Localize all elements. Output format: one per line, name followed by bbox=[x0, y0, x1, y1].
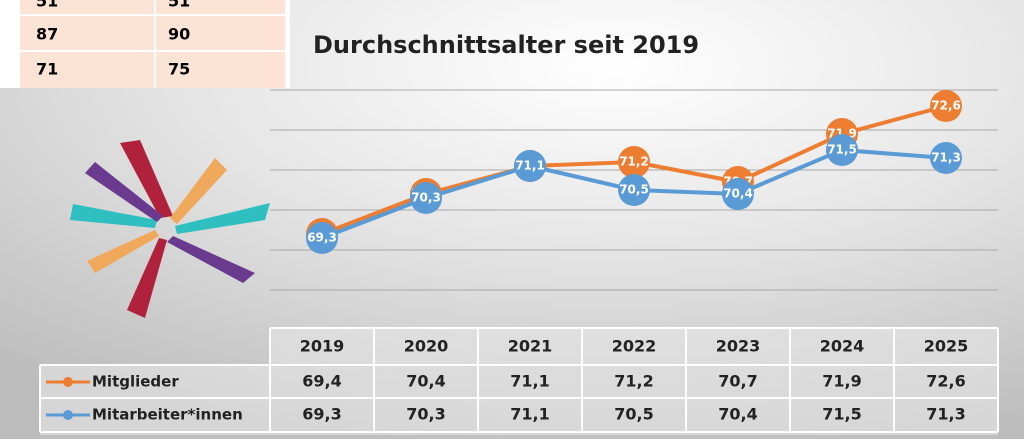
x-tick-label: 2023 bbox=[716, 337, 761, 356]
data-label: 71,3 bbox=[931, 151, 961, 165]
cell: 87 bbox=[36, 25, 58, 44]
marker bbox=[410, 182, 442, 214]
table-cell: 70,5 bbox=[614, 405, 653, 424]
marker bbox=[306, 222, 338, 254]
x-tick-label: 2024 bbox=[820, 337, 865, 356]
table-cell: 71,9 bbox=[822, 372, 861, 391]
data-label: 72,6 bbox=[931, 99, 961, 113]
table-bg bbox=[270, 328, 998, 435]
chart-title: Durchschnittsalter seit 2019 bbox=[313, 31, 699, 59]
table-cell: 71,5 bbox=[822, 405, 861, 424]
table-bg bbox=[40, 365, 270, 435]
data-label: 71,1 bbox=[515, 159, 545, 173]
table-cell: 71,1 bbox=[510, 405, 549, 424]
data-label: 69,3 bbox=[307, 231, 337, 245]
marker bbox=[930, 142, 962, 174]
legend-marker bbox=[63, 377, 73, 387]
table-cell: 70,3 bbox=[406, 405, 445, 424]
cell: 90 bbox=[168, 25, 190, 44]
marker bbox=[618, 146, 650, 178]
legend-marker bbox=[63, 410, 73, 420]
cell: 51 bbox=[168, 0, 190, 11]
table-cell: 71,3 bbox=[926, 405, 965, 424]
marker bbox=[618, 174, 650, 206]
marker bbox=[930, 90, 962, 122]
marker bbox=[826, 134, 858, 166]
cell: 75 bbox=[168, 60, 190, 79]
x-tick-label: 2021 bbox=[508, 337, 553, 356]
top-table bbox=[20, 0, 285, 88]
table-cell: 69,4 bbox=[302, 372, 341, 391]
logo bbox=[70, 140, 270, 318]
marker bbox=[514, 150, 546, 182]
x-tick-label: 2019 bbox=[300, 337, 345, 356]
cell: 71 bbox=[36, 60, 58, 79]
x-tick-label: 2020 bbox=[404, 337, 449, 356]
table-cell: 71,2 bbox=[614, 372, 653, 391]
x-tick-label: 2022 bbox=[612, 337, 657, 356]
data-label: 70,5 bbox=[619, 183, 649, 197]
data-label: 71,2 bbox=[619, 155, 649, 169]
table-cell: 69,3 bbox=[302, 405, 341, 424]
data-table bbox=[40, 328, 998, 435]
cell: 51 bbox=[36, 0, 58, 11]
data-label: 70,4 bbox=[723, 187, 753, 201]
table-cell: 72,6 bbox=[926, 372, 965, 391]
table-cell: 71,1 bbox=[510, 372, 549, 391]
table-cell: 70,4 bbox=[718, 405, 757, 424]
data-label: 70,3 bbox=[411, 191, 441, 205]
data-label: 71,5 bbox=[827, 143, 857, 157]
table-cell: 70,7 bbox=[718, 372, 757, 391]
legend-label: Mitglieder bbox=[92, 373, 179, 391]
marker bbox=[722, 178, 754, 210]
x-tick-label: 2025 bbox=[924, 337, 969, 356]
legend-label: Mitarbeiter*innen bbox=[92, 406, 243, 424]
table-cell: 70,4 bbox=[406, 372, 445, 391]
